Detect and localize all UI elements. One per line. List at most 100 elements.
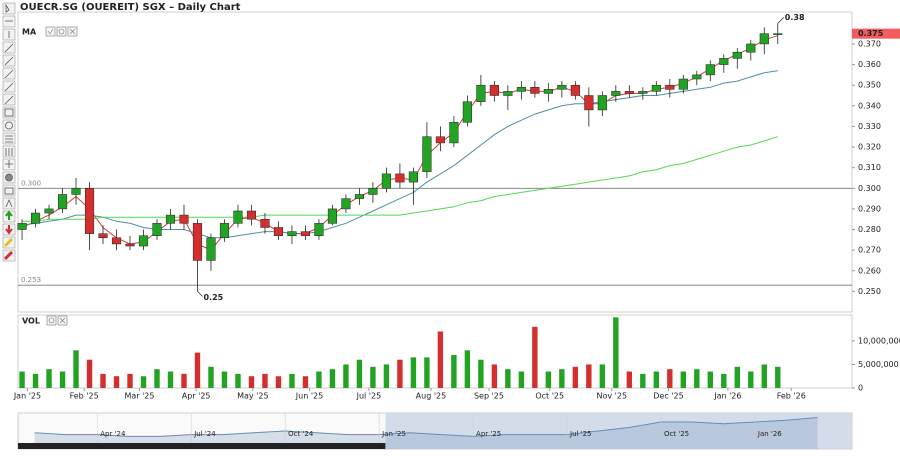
navigator-selection: [385, 413, 852, 449]
candle-body: [611, 91, 621, 96]
icon: [69, 28, 76, 35]
candle-body: [327, 208, 338, 224]
volume-bar: [73, 350, 79, 388]
volume-bar: [748, 371, 754, 388]
icon: [59, 317, 66, 324]
tool-button[interactable]: [2, 119, 16, 132]
volume-bar: [707, 371, 713, 388]
volume-bar: [599, 364, 606, 388]
tool-button[interactable]: [2, 15, 16, 28]
icon: [4, 108, 14, 117]
y-tick-label: 0.250: [858, 287, 881, 296]
volume-bar: [613, 317, 619, 388]
candle-body: [516, 87, 526, 92]
button[interactable]: [45, 26, 56, 37]
volume-bar: [194, 352, 201, 388]
candle-body: [705, 64, 715, 76]
price-panel: [17, 11, 853, 313]
button[interactable]: [46, 315, 57, 326]
candle-body: [489, 84, 499, 96]
volume-bar: [316, 371, 322, 388]
low-pointer: [197, 291, 203, 297]
icon: [5, 148, 13, 156]
volume-bar: [437, 331, 444, 388]
x-tick-label: Aug '25: [416, 392, 447, 401]
volume-bar: [140, 376, 147, 388]
candle-body: [449, 122, 459, 144]
icon: [5, 173, 13, 182]
candle-body: [381, 173, 391, 189]
tool-button[interactable]: [2, 106, 16, 119]
button[interactable]: [56, 26, 67, 37]
candle-body: [111, 237, 122, 245]
volume-bar: [100, 373, 106, 388]
volume-bar: [491, 364, 498, 388]
tool-button[interactable]: [2, 184, 16, 197]
volume-bar: [640, 373, 646, 388]
candle-body: [84, 188, 95, 234]
volume-bar: [464, 350, 471, 388]
volume-bar: [275, 376, 282, 388]
volume-bar: [505, 369, 511, 388]
candle-body: [476, 84, 486, 102]
volume-bar: [302, 376, 309, 388]
candle-body: [678, 78, 688, 90]
volume-bar: [262, 373, 268, 388]
candle-body: [746, 43, 756, 53]
candle-body: [17, 223, 27, 230]
volume-bar: [181, 373, 187, 388]
candle-body: [341, 198, 351, 210]
candle-body: [152, 223, 162, 236]
last-price-badge: [852, 28, 900, 39]
volume-bar: [545, 371, 552, 388]
y-tick-label: 0.320: [858, 143, 881, 152]
candle-body: [30, 212, 41, 224]
volume-bar: [32, 373, 39, 388]
candle-body: [597, 95, 607, 111]
candle-body: [732, 51, 742, 59]
volume-bar: [46, 369, 52, 388]
volume-bar: [424, 357, 430, 388]
high-pointer: [777, 17, 785, 24]
volume-bar: [208, 366, 214, 388]
icon: [4, 43, 14, 53]
volume-bar: [167, 371, 174, 388]
navigator-tick-label: Jul '24: [193, 430, 216, 438]
toolbar: [2, 2, 16, 262]
volume-bar: [343, 364, 349, 388]
candle-body: [44, 208, 54, 214]
candle-body: [543, 89, 553, 94]
icon: [3, 237, 14, 248]
volume-bar: [19, 371, 25, 388]
y-tick-label: 0.300: [858, 184, 881, 193]
candle-body: [125, 243, 135, 247]
volume-tick-label: 0: [858, 384, 863, 393]
volume-bar: [370, 366, 376, 388]
x-tick-label: Jan '25: [13, 392, 41, 401]
volume-bar: [221, 371, 228, 388]
icon: [5, 121, 13, 130]
navigator-area: [34, 417, 818, 449]
y-tick-label: 0.260: [858, 266, 881, 275]
vol-controls: [46, 315, 68, 326]
icon: [4, 95, 14, 105]
x-tick-label: Mar '25: [124, 392, 154, 401]
y-tick-label: 0.360: [858, 60, 881, 69]
tool-button[interactable]: [2, 197, 16, 210]
volume-bar: [329, 369, 336, 388]
volume-bar: [86, 359, 93, 388]
volume-bar: [572, 366, 579, 388]
candle-body: [651, 84, 661, 92]
x-tick-label: Feb '25: [70, 392, 99, 401]
candle-body: [624, 91, 634, 94]
x-tick-label: Nov '25: [597, 392, 628, 401]
volume-bar: [680, 371, 687, 388]
icon: [48, 317, 55, 324]
candle-body: [570, 84, 580, 96]
tool-button[interactable]: [2, 132, 16, 145]
x-tick-label: May '25: [237, 392, 268, 401]
candle-body: [57, 194, 68, 210]
tool-button[interactable]: [2, 2, 16, 15]
candle-body: [219, 223, 230, 239]
navigator-tick-label: Jan '26: [757, 430, 782, 438]
